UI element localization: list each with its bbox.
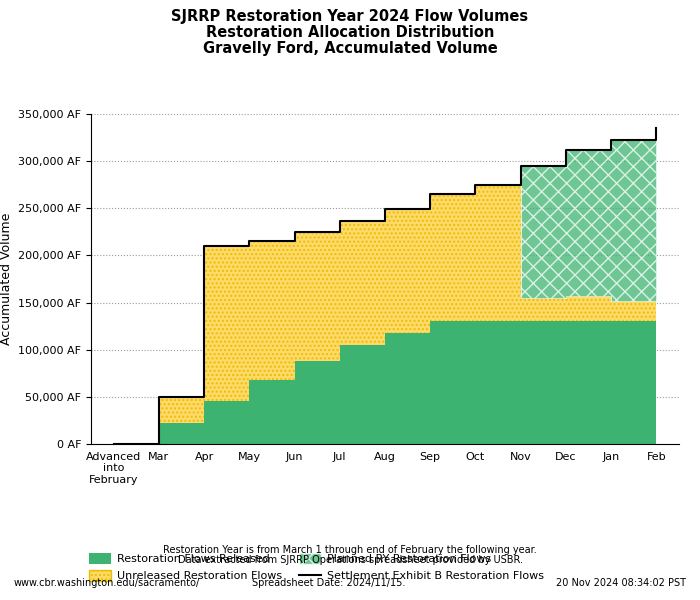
Text: Spreadsheet Date: 2024/11/15.: Spreadsheet Date: 2024/11/15. [252, 578, 405, 588]
Text: 20 Nov 2024 08:34:02 PST: 20 Nov 2024 08:34:02 PST [556, 578, 686, 588]
Text: www.cbr.washington.edu/sacramento/: www.cbr.washington.edu/sacramento/ [14, 578, 200, 588]
Text: Data extracted from SJRRP Operations spreadsheet provided by USBR.: Data extracted from SJRRP Operations spr… [178, 555, 522, 565]
Legend: Restoration Flows Released, Unreleased Restoration Flows, Planned RY Restoration: Restoration Flows Released, Unreleased R… [85, 548, 548, 586]
Text: Restoration Allocation Distribution: Restoration Allocation Distribution [206, 25, 494, 40]
Y-axis label: Accumulated Volume: Accumulated Volume [0, 213, 13, 345]
Text: SJRRP Restoration Year 2024 Flow Volumes: SJRRP Restoration Year 2024 Flow Volumes [172, 9, 528, 24]
Text: Restoration Year is from March 1 through end of February the following year.: Restoration Year is from March 1 through… [163, 545, 537, 555]
Text: Gravelly Ford, Accumulated Volume: Gravelly Ford, Accumulated Volume [202, 41, 498, 56]
